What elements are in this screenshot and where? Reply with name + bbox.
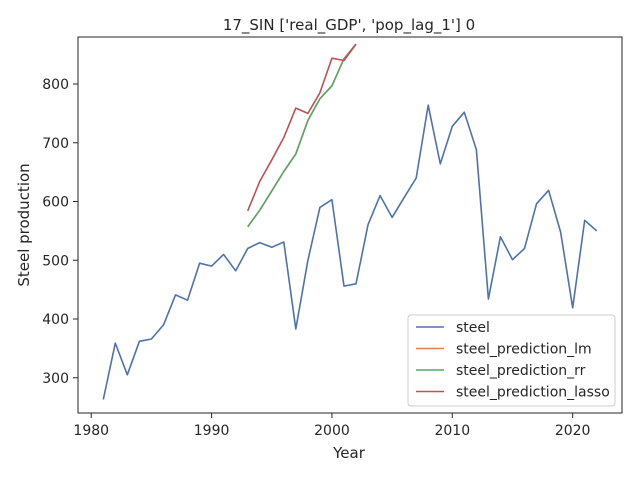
series-layer [102, 43, 598, 400]
legend-label-steel_prediction_lm: steel_prediction_lm [456, 342, 592, 358]
legend-label-steel_prediction_rr: steel_prediction_rr [456, 363, 586, 379]
y-tick-label: 700 [42, 136, 69, 152]
y-tick-label: 400 [42, 312, 69, 328]
x-tick-label: 1990 [194, 423, 230, 439]
x-axis: 1980 1990 2000 2010 2020 [73, 413, 590, 439]
y-tick-label: 600 [42, 195, 69, 211]
y-axis: 300 400 500 600 700 800 [42, 77, 78, 387]
chart-title: 17_SIN ['real_GDP', 'pop_lag_1'] 0 [223, 16, 475, 35]
series-line-steel [102, 104, 598, 400]
y-axis-label: Steel production [15, 163, 33, 286]
legend-label-steel: steel [456, 320, 490, 336]
x-tick-label: 2020 [555, 423, 591, 439]
x-tick-label: 2010 [434, 423, 470, 439]
legend: steel steel_prediction_lm steel_prediction… [407, 314, 616, 407]
x-tick-label: 1980 [73, 423, 109, 439]
series-line-steel_prediction_lasso [246, 43, 357, 212]
y-tick-label: 300 [42, 371, 69, 387]
y-tick-label: 800 [42, 77, 69, 93]
x-axis-label: Year [332, 444, 366, 462]
plot-frame [77, 36, 623, 414]
x-tick-label: 2000 [314, 423, 350, 439]
series-line-steel_prediction_rr [247, 43, 357, 228]
legend-box [407, 314, 616, 407]
legend-label-steel_prediction_lasso: steel_prediction_lasso [456, 385, 610, 401]
y-tick-label: 500 [42, 253, 69, 269]
